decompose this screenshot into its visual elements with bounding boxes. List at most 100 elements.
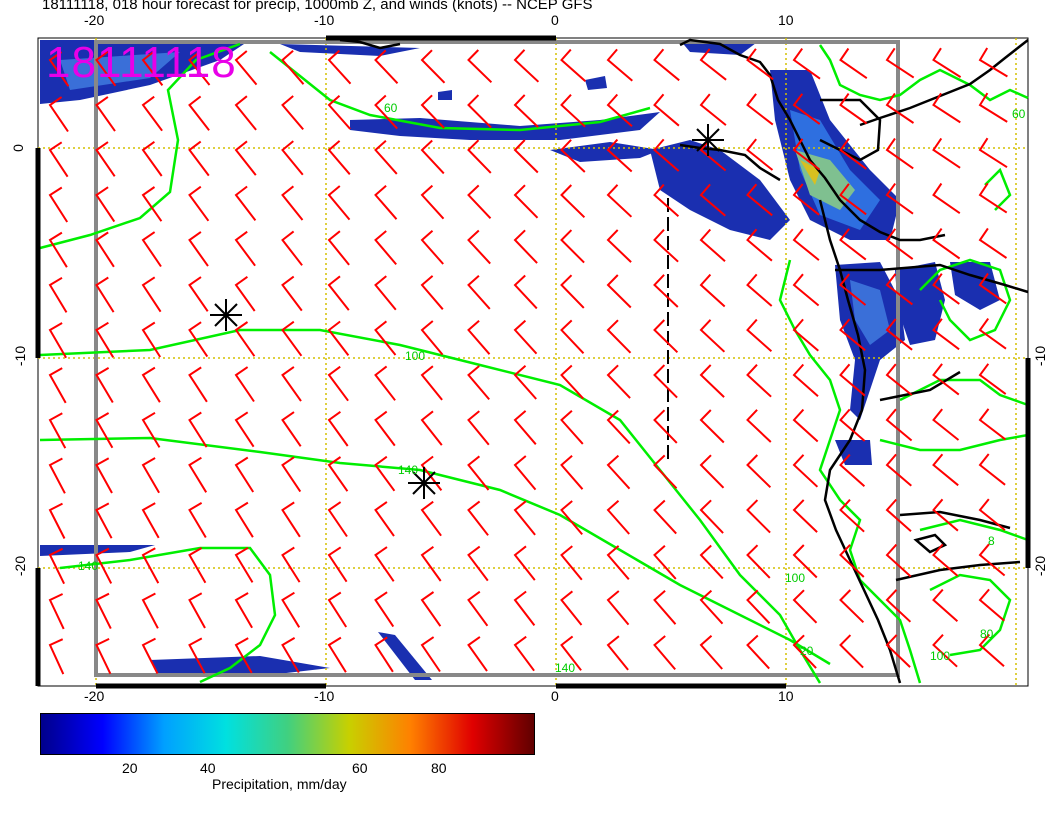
bottom-lon-label: 0 — [551, 688, 559, 704]
contour-label: 100 — [930, 649, 950, 663]
wind-barb — [978, 182, 1008, 214]
wind-barb — [653, 229, 679, 263]
wind-barb — [978, 272, 1007, 305]
wind-barb — [560, 94, 586, 128]
wind-barb — [374, 410, 396, 447]
wind-barb — [606, 454, 631, 490]
wind-barb — [48, 186, 69, 223]
wind-barb — [374, 275, 397, 311]
wind-barb — [746, 409, 772, 443]
wind-barb — [746, 228, 773, 262]
asterisk-marker — [408, 467, 440, 499]
wind-barb — [513, 274, 538, 310]
wind-barb — [606, 409, 631, 445]
wind-barb — [699, 183, 726, 217]
wind-barb — [48, 547, 65, 585]
wind-barb — [932, 634, 958, 668]
wind-barb — [653, 183, 680, 218]
asterisk-markers — [210, 124, 724, 499]
contour-label: 140 — [555, 661, 575, 675]
wind-barb — [420, 636, 441, 673]
wind-barb — [188, 366, 208, 403]
wind-barb — [885, 183, 914, 215]
wind-barb — [95, 321, 115, 358]
top-lon-label: 10 — [778, 12, 794, 28]
wind-barb — [746, 183, 773, 217]
wind-barb — [327, 501, 348, 538]
wind-barb — [420, 229, 444, 265]
wind-barb — [699, 409, 725, 444]
wind-barb — [653, 319, 679, 354]
wind-barb — [281, 320, 303, 357]
wind-barb — [699, 228, 726, 262]
wind-barb — [560, 590, 583, 626]
wind-barb — [839, 93, 868, 125]
wind-barb — [606, 184, 633, 218]
wind-barb — [141, 95, 163, 132]
colorbar-tick: 20 — [122, 760, 138, 776]
wind-barb — [327, 320, 350, 357]
wind-barb — [281, 456, 302, 493]
wind-barb — [932, 588, 959, 623]
wind-barb — [234, 230, 256, 267]
bottom-lon-label: -10 — [314, 688, 335, 704]
wind-barb — [978, 543, 1006, 577]
wind-barb — [932, 182, 961, 215]
wind-barb — [327, 410, 349, 447]
wind-barb — [792, 408, 819, 443]
wind-barb — [560, 500, 583, 536]
bottom-lon-label: 10 — [778, 688, 794, 704]
wind-barb — [48, 412, 67, 449]
wind-barb — [48, 276, 68, 313]
wind-barb — [467, 365, 490, 401]
colorbar-label: Precipitation, mm/day — [212, 776, 347, 792]
wind-barb — [932, 137, 961, 169]
wind-barb — [792, 318, 819, 352]
wind-barb — [281, 366, 302, 402]
wind-barb — [327, 365, 349, 402]
wind-barb — [420, 184, 445, 220]
wind-barb — [932, 543, 959, 577]
wind-barb — [374, 320, 397, 356]
wind-barb — [885, 589, 912, 623]
wind-barb — [188, 637, 206, 674]
precip-colorbar — [40, 713, 535, 755]
wind-barb — [327, 140, 351, 175]
wind-barb — [48, 322, 67, 359]
wind-barb — [234, 456, 255, 493]
wind-barb — [699, 273, 726, 308]
wind-barb — [885, 228, 914, 260]
wind-barb — [141, 637, 159, 674]
wind-barb — [699, 319, 726, 353]
contour-label: 20 — [800, 644, 814, 658]
wind-barb — [699, 454, 725, 489]
wind-barb — [327, 94, 351, 130]
wind-barb — [606, 138, 633, 173]
contour-label: 80 — [980, 627, 994, 641]
wind-barbs — [48, 47, 1008, 675]
wind-barb — [978, 137, 1008, 169]
wind-barb — [792, 634, 817, 669]
wind-barb — [374, 139, 398, 175]
wind-barb — [746, 544, 771, 579]
wind-barb — [234, 637, 253, 674]
wind-barb — [234, 140, 257, 176]
wind-barb — [327, 591, 348, 628]
wind-barb — [420, 49, 446, 84]
wind-barb — [234, 321, 256, 357]
wind-barb — [653, 48, 680, 82]
wind-barb — [606, 48, 633, 82]
contour-label: 100 — [405, 349, 425, 363]
wind-barb — [792, 589, 818, 624]
wind-barb — [281, 546, 301, 583]
wind-barb — [606, 635, 629, 671]
wind-barb — [327, 456, 349, 492]
wind-barb — [188, 321, 209, 358]
wind-barb — [420, 94, 445, 129]
wind-barb — [467, 545, 489, 582]
wind-barb — [606, 590, 630, 626]
wind-barb — [606, 93, 633, 127]
wind-barb — [513, 500, 536, 536]
wind-barb — [653, 409, 678, 444]
wind-barb — [978, 47, 1008, 78]
